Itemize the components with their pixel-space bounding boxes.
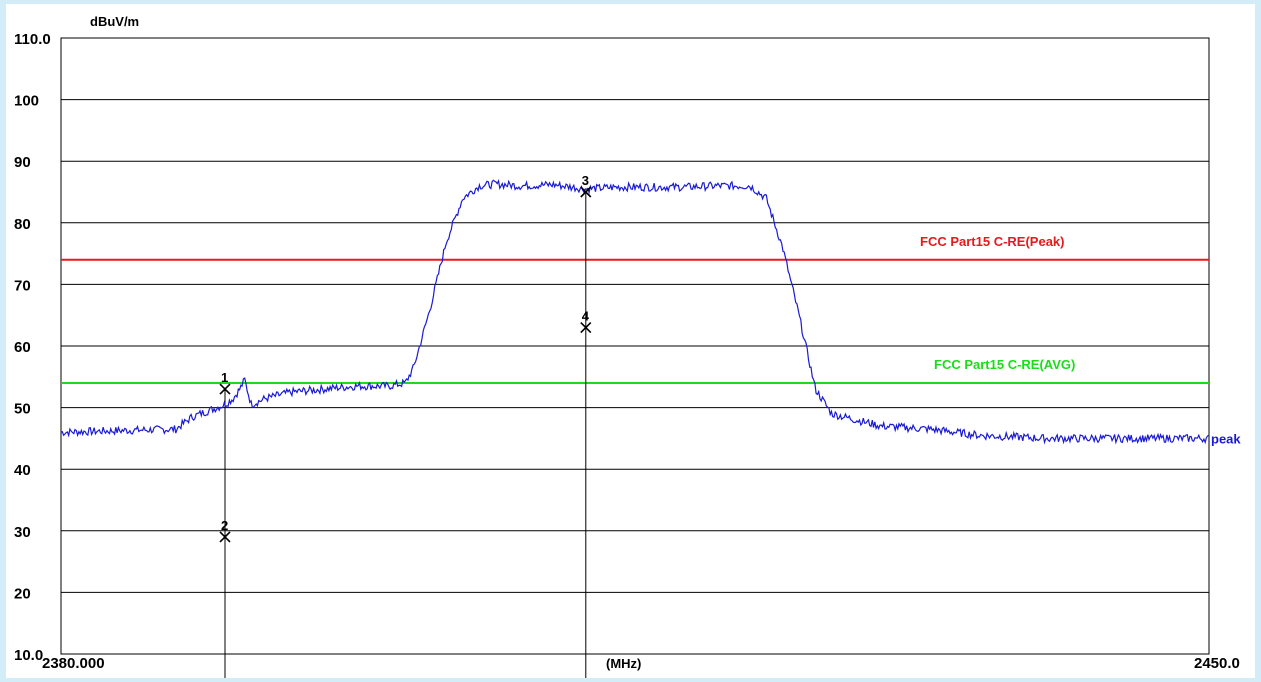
limit-line-label: FCC Part15 C-RE(Peak): [920, 234, 1065, 249]
y-tick-label: 20: [14, 585, 31, 602]
y-tick-label: 10.0: [14, 647, 43, 664]
marker-point: [580, 186, 592, 198]
y-tick-label: 50: [14, 401, 31, 418]
y-tick-label: 80: [14, 216, 31, 233]
emission-chart: 10.0 20 30 40 50 60 70 80 90 100 110.0 dBuV/m 2380.0…: [14, 14, 1241, 678]
marker-label: 2: [221, 518, 228, 533]
y-tick-label: 30: [14, 524, 31, 541]
series-label: peak: [1211, 431, 1241, 446]
x-tick-label: 2450.0: [1194, 655, 1240, 672]
y-tick-label: 100: [14, 93, 39, 110]
marker-point: [219, 531, 231, 543]
y-tick-label: 90: [14, 154, 31, 171]
limit-line-label: FCC Part15 C-RE(AVG): [934, 357, 1075, 372]
y-tick-label: 70: [14, 277, 31, 294]
y-tick-label: 40: [14, 462, 31, 479]
marker-point: [219, 383, 231, 395]
y-tick-label: 60: [14, 339, 31, 356]
marker-label: 3: [582, 173, 589, 188]
series-line-peak: [60, 178, 1210, 445]
marker-label: 4: [582, 309, 590, 324]
y-tick-label: 110.0: [14, 31, 51, 48]
x-axis-label: (MHz): [606, 656, 641, 671]
marker-label: 1: [221, 370, 228, 385]
y-axis-label: dBuV/m: [90, 14, 139, 29]
x-tick-label: 2380.000: [42, 655, 105, 672]
marker-point: [580, 321, 592, 334]
chart-window: 10.0 20 30 40 50 60 70 80 90 100 110.0 dBuV/m 2380.0…: [6, 4, 1255, 678]
